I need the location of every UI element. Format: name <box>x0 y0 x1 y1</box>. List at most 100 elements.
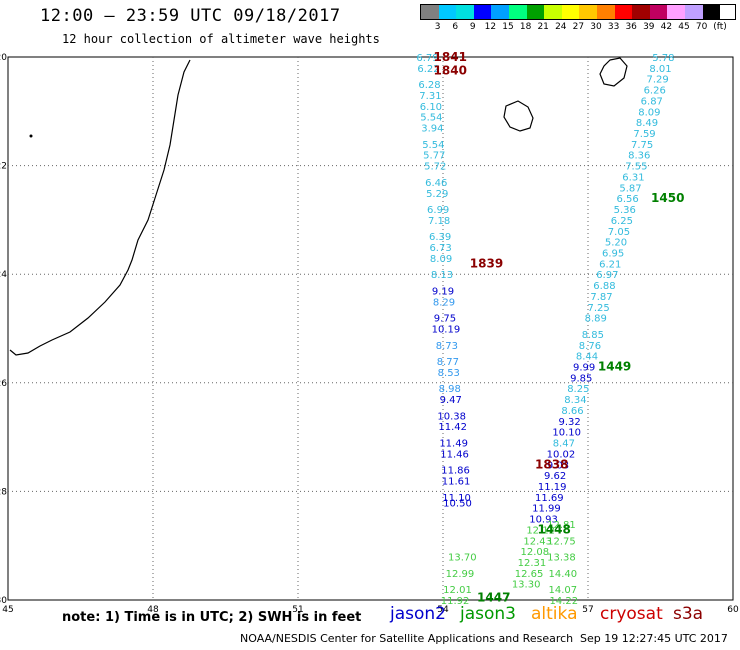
swh-value: 7.59 <box>633 129 655 140</box>
swh-value: 8.36 <box>628 151 650 162</box>
legend-tick: 21 <box>537 22 549 32</box>
map-title: 12:00 – 23:59 UTC 09/18/2017 <box>40 6 341 26</box>
legend-swatch <box>491 5 509 19</box>
swh-value: 8.66 <box>561 406 583 417</box>
swh-value: 6.25 <box>611 216 633 227</box>
swh-value: 12.75 <box>547 536 576 547</box>
legend-tick-labels: 3 6 9 12 15 18 21 24 27 30 33 36 39 42 45 70 (ft) <box>420 20 736 34</box>
swh-value: 8.01 <box>649 64 671 75</box>
lon-tick-label: 60 <box>727 605 739 615</box>
legend-tick: 18 <box>519 22 532 32</box>
swh-value: 6.95 <box>602 248 624 259</box>
swh-value: 10.19 <box>432 325 461 336</box>
swh-value: 12.99 <box>446 569 475 580</box>
swh-value: 9.19 <box>432 286 454 297</box>
small-island <box>29 134 33 138</box>
swh-value: 14.07 <box>549 585 578 596</box>
sat-label-s3a: s3a <box>673 604 704 624</box>
legend-tick: 15 <box>502 22 514 32</box>
legend-tick: 70 <box>695 22 708 32</box>
swh-value: 14.22 <box>550 596 579 607</box>
lat-tick-label: -24 <box>0 270 7 280</box>
swh-value: 6.97 <box>596 270 618 281</box>
swh-value: 12.01 <box>443 585 472 596</box>
pass-time-label: 1838 <box>535 457 568 471</box>
sat-label-cryosat: cryosat <box>600 604 663 624</box>
swh-value: 9.85 <box>570 373 592 384</box>
swh-value: 6.87 <box>641 96 663 107</box>
lon-tick-label: 45 <box>2 605 13 615</box>
pass-time-label: 1839 <box>470 256 503 270</box>
note-text: note: 1) Time is in UTC; 2) SWH is in fe… <box>62 610 362 625</box>
legend-swatch <box>544 5 562 19</box>
swh-value: 7.18 <box>428 216 450 227</box>
swh-value: 6.31 <box>622 172 644 183</box>
swh-value: 11.42 <box>438 422 467 433</box>
swh-value: 7.87 <box>590 292 612 303</box>
legend-swatch <box>667 5 685 19</box>
lon-tick-label: 48 <box>147 605 159 615</box>
swh-value: 11.19 <box>538 482 567 493</box>
swh-value: 5.29 <box>426 189 448 200</box>
swh-value: 6.10 <box>420 102 442 113</box>
pass-time-label: 1841 <box>434 50 467 64</box>
swh-value: 12.43 <box>523 536 552 547</box>
wave-height-legend: 3 6 9 12 15 18 21 24 27 30 33 36 39 42 45 70 (ft) <box>420 4 736 34</box>
swh-value: 8.44 <box>576 352 598 363</box>
swh-value: 14.40 <box>549 569 578 580</box>
swh-value: 6.26 <box>644 86 666 97</box>
swh-value: 8.85 <box>582 330 604 341</box>
sat-label-altika: altika <box>531 604 578 624</box>
pass-time-label: 1450 <box>651 191 684 205</box>
legend-tick: 36 <box>625 22 637 32</box>
legend-swatch <box>526 5 545 19</box>
swh-value: 9.03 <box>547 460 569 471</box>
legend-swatch <box>579 5 597 19</box>
swh-value: 8.13 <box>431 270 453 281</box>
swh-value: 6.79 <box>416 53 438 64</box>
swh-value: 6.21 <box>599 259 621 270</box>
swh-value: 11.61 <box>442 477 471 488</box>
swh-value: 11.46 <box>440 449 469 460</box>
swh-value: 10.10 <box>552 428 581 439</box>
legend-tick: 6 <box>452 22 459 32</box>
legend-color-bar <box>420 4 736 20</box>
swh-value: 6.28 <box>418 80 440 91</box>
legend-swatch <box>649 5 668 19</box>
map-subtitle: 12 hour collection of altimeter wave hei… <box>62 32 380 46</box>
swh-value: 10.93 <box>529 515 558 526</box>
legend-tick: 33 <box>607 22 620 32</box>
swh-value: 12.08 <box>521 547 550 558</box>
swh-value: 5.54 <box>422 140 444 151</box>
legend-tick: 27 <box>572 22 585 32</box>
lat-tick-label: -28 <box>0 487 7 497</box>
legend-swatch <box>561 5 580 19</box>
swh-value: 8.77 <box>437 357 459 368</box>
swh-value: 7.31 <box>419 91 441 102</box>
legend-tick: 12 <box>484 22 497 32</box>
swh-value: 11.92 <box>441 596 470 607</box>
lat-tick-label: -22 <box>0 162 7 172</box>
legend-swatch <box>421 5 439 19</box>
swh-value: 12.65 <box>515 569 544 580</box>
swh-value: 6.39 <box>429 232 451 243</box>
legend-swatch <box>438 5 457 19</box>
footer-timestamp: Sep 19 12:27:45 UTC 2017 <box>580 632 728 645</box>
swh-value: 8.53 <box>438 368 460 379</box>
pass-time-label: 1447 <box>477 590 510 604</box>
swh-value: 6.22 <box>417 64 439 75</box>
swh-value: 13.30 <box>512 580 541 591</box>
swh-value: 8.09 <box>638 107 660 118</box>
lon-tick-label: 57 <box>582 605 593 615</box>
pass-time-label: 1840 <box>434 64 467 78</box>
swh-value: 9.75 <box>434 314 456 325</box>
legend-tick: 30 <box>590 22 602 32</box>
lat-tick-label: -30 <box>0 596 7 606</box>
swh-value: 8.29 <box>433 297 455 308</box>
lat-tick-label: -20 <box>0 53 7 63</box>
swh-value: 5.72 <box>424 162 446 173</box>
swh-value: 6.73 <box>429 243 451 254</box>
swh-value: 7.55 <box>625 162 647 173</box>
swh-value: 11.86 <box>441 466 470 477</box>
